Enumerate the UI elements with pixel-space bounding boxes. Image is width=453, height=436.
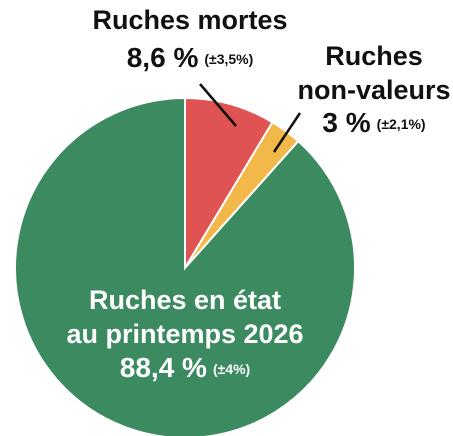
error-text: (±3,5%): [204, 51, 253, 67]
category-label: Ruches en état: [89, 285, 281, 315]
pie-slice: [184, 96, 274, 272]
value-text: 88,4 %: [120, 352, 207, 383]
value-label: 88,4 % (±4%): [120, 352, 250, 383]
value-text: 3 %: [322, 107, 370, 138]
error-text: (±2,1%): [377, 116, 426, 132]
leader-line: [272, 112, 302, 153]
error-text: (±4%): [213, 361, 250, 377]
category-label: Ruches mortes: [92, 5, 287, 35]
value-label: 8,6 % (±3,5%): [127, 42, 254, 73]
pie-slice: [14, 96, 356, 436]
leader-line: [199, 83, 237, 127]
value-text: 8,6 %: [127, 42, 199, 73]
pie: [14, 96, 356, 436]
value-label: 3 % (±2,1%): [322, 107, 425, 138]
category-label: au printemps 2026: [66, 319, 303, 349]
category-label: non-valeurs: [297, 75, 450, 105]
category-label: Ruches: [325, 41, 423, 71]
